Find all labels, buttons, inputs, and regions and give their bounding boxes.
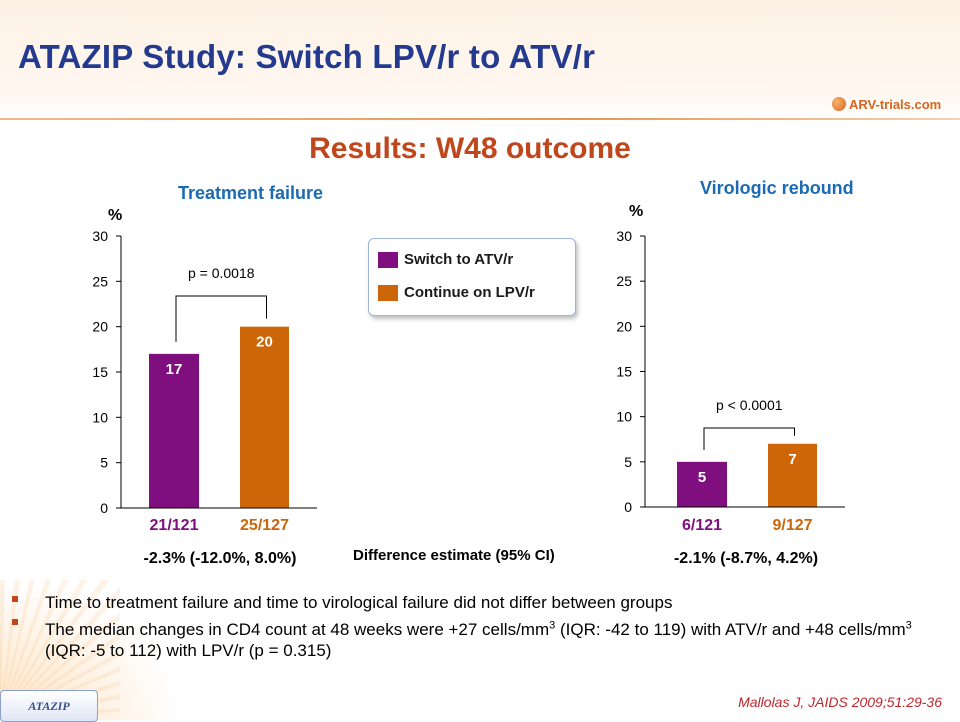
difference-estimate-value: -2.1% (-8.7%, 4.2%) (674, 550, 818, 567)
bullet-marker (12, 596, 18, 602)
x-category-label: 21/121 (150, 517, 199, 534)
bar-value-label: 20 (256, 334, 273, 351)
bar (240, 326, 289, 508)
bullet-list: Time to treatment failure and time to vi… (12, 592, 942, 663)
bullet-item: Time to treatment failure and time to vi… (12, 592, 942, 613)
bar-value-label: 17 (166, 361, 183, 378)
y-tick-label: 10 (616, 409, 632, 425)
y-tick-label: 15 (616, 364, 632, 380)
p-value-label: p = 0.0018 (188, 265, 255, 281)
significance-bracket (175, 295, 267, 342)
bullet-text: Time to treatment failure and time to vi… (45, 593, 673, 612)
x-category-label: 6/121 (682, 517, 722, 534)
bar (768, 443, 817, 507)
title-divider (0, 118, 960, 120)
logo-icon (832, 97, 846, 111)
chart-title-virologic-rebound: Virologic rebound (700, 178, 854, 198)
y-tick-label: 30 (616, 228, 632, 244)
bullet-marker (12, 619, 18, 625)
legend-label-atv: Switch to ATV/r (404, 251, 514, 268)
y-tick-label: 0 (100, 500, 108, 516)
citation: Mallolas J, JAIDS 2009;51:29-36 (738, 694, 942, 710)
difference-estimate-label: Difference estimate (95% CI) (353, 547, 555, 564)
arv-trials-logo: ARV-trials.com (832, 94, 941, 114)
bar (149, 353, 199, 508)
y-tick-label: 10 (92, 409, 108, 425)
y-tick-label: 25 (616, 273, 632, 289)
chart-title-treatment-failure: Treatment failure (178, 183, 324, 203)
y-tick-label: 5 (100, 455, 108, 471)
bullet-text: The median changes in CD4 count at 48 we… (45, 619, 912, 660)
x-category-label: 25/127 (240, 517, 289, 534)
bar-charts: % 0 5 10 15 20 25 30 17 21/121 20 25/127 p = 0.0018 -… (92, 203, 845, 567)
bar (677, 461, 727, 507)
study-tag: ATAZIP (0, 690, 98, 722)
legend-item-atv: Switch to ATV/r (378, 251, 513, 268)
bullet-item: The median changes in CD4 count at 48 we… (12, 615, 942, 661)
legend: Switch to ATV/r Continue on LPV/r (368, 238, 576, 316)
slide-subtitle: Results: W48 outcome (309, 132, 631, 165)
slide-title: ATAZIP Study: Switch LPV/r to ATV/r (18, 38, 596, 75)
bar-value-label: 5 (698, 469, 706, 486)
y-tick-label: 20 (92, 319, 108, 335)
legend-label-lpv: Continue on LPV/r (404, 284, 535, 301)
y-tick-label: 30 (92, 228, 108, 244)
logo-text: ARV-trials.com (849, 96, 942, 112)
y-axis-unit: % (108, 207, 122, 224)
y-tick-label: 15 (92, 364, 108, 380)
bar-value-label: 7 (788, 451, 796, 468)
legend-swatch-atv (378, 251, 398, 268)
y-tick-label: 5 (624, 454, 632, 470)
y-tick-label: 20 (616, 318, 632, 334)
x-category-label: 9/127 (772, 517, 812, 534)
difference-estimate-value: -2.3% (-12.0%, 8.0%) (144, 550, 297, 567)
legend-item-lpv: Continue on LPV/r (378, 284, 535, 301)
y-tick-label: 25 (92, 273, 108, 289)
y-axis-unit: % (629, 203, 643, 220)
p-value-label: p < 0.0001 (716, 397, 783, 413)
y-tick-label: 0 (624, 499, 632, 515)
significance-bracket (703, 427, 795, 450)
legend-swatch-lpv (378, 284, 398, 301)
